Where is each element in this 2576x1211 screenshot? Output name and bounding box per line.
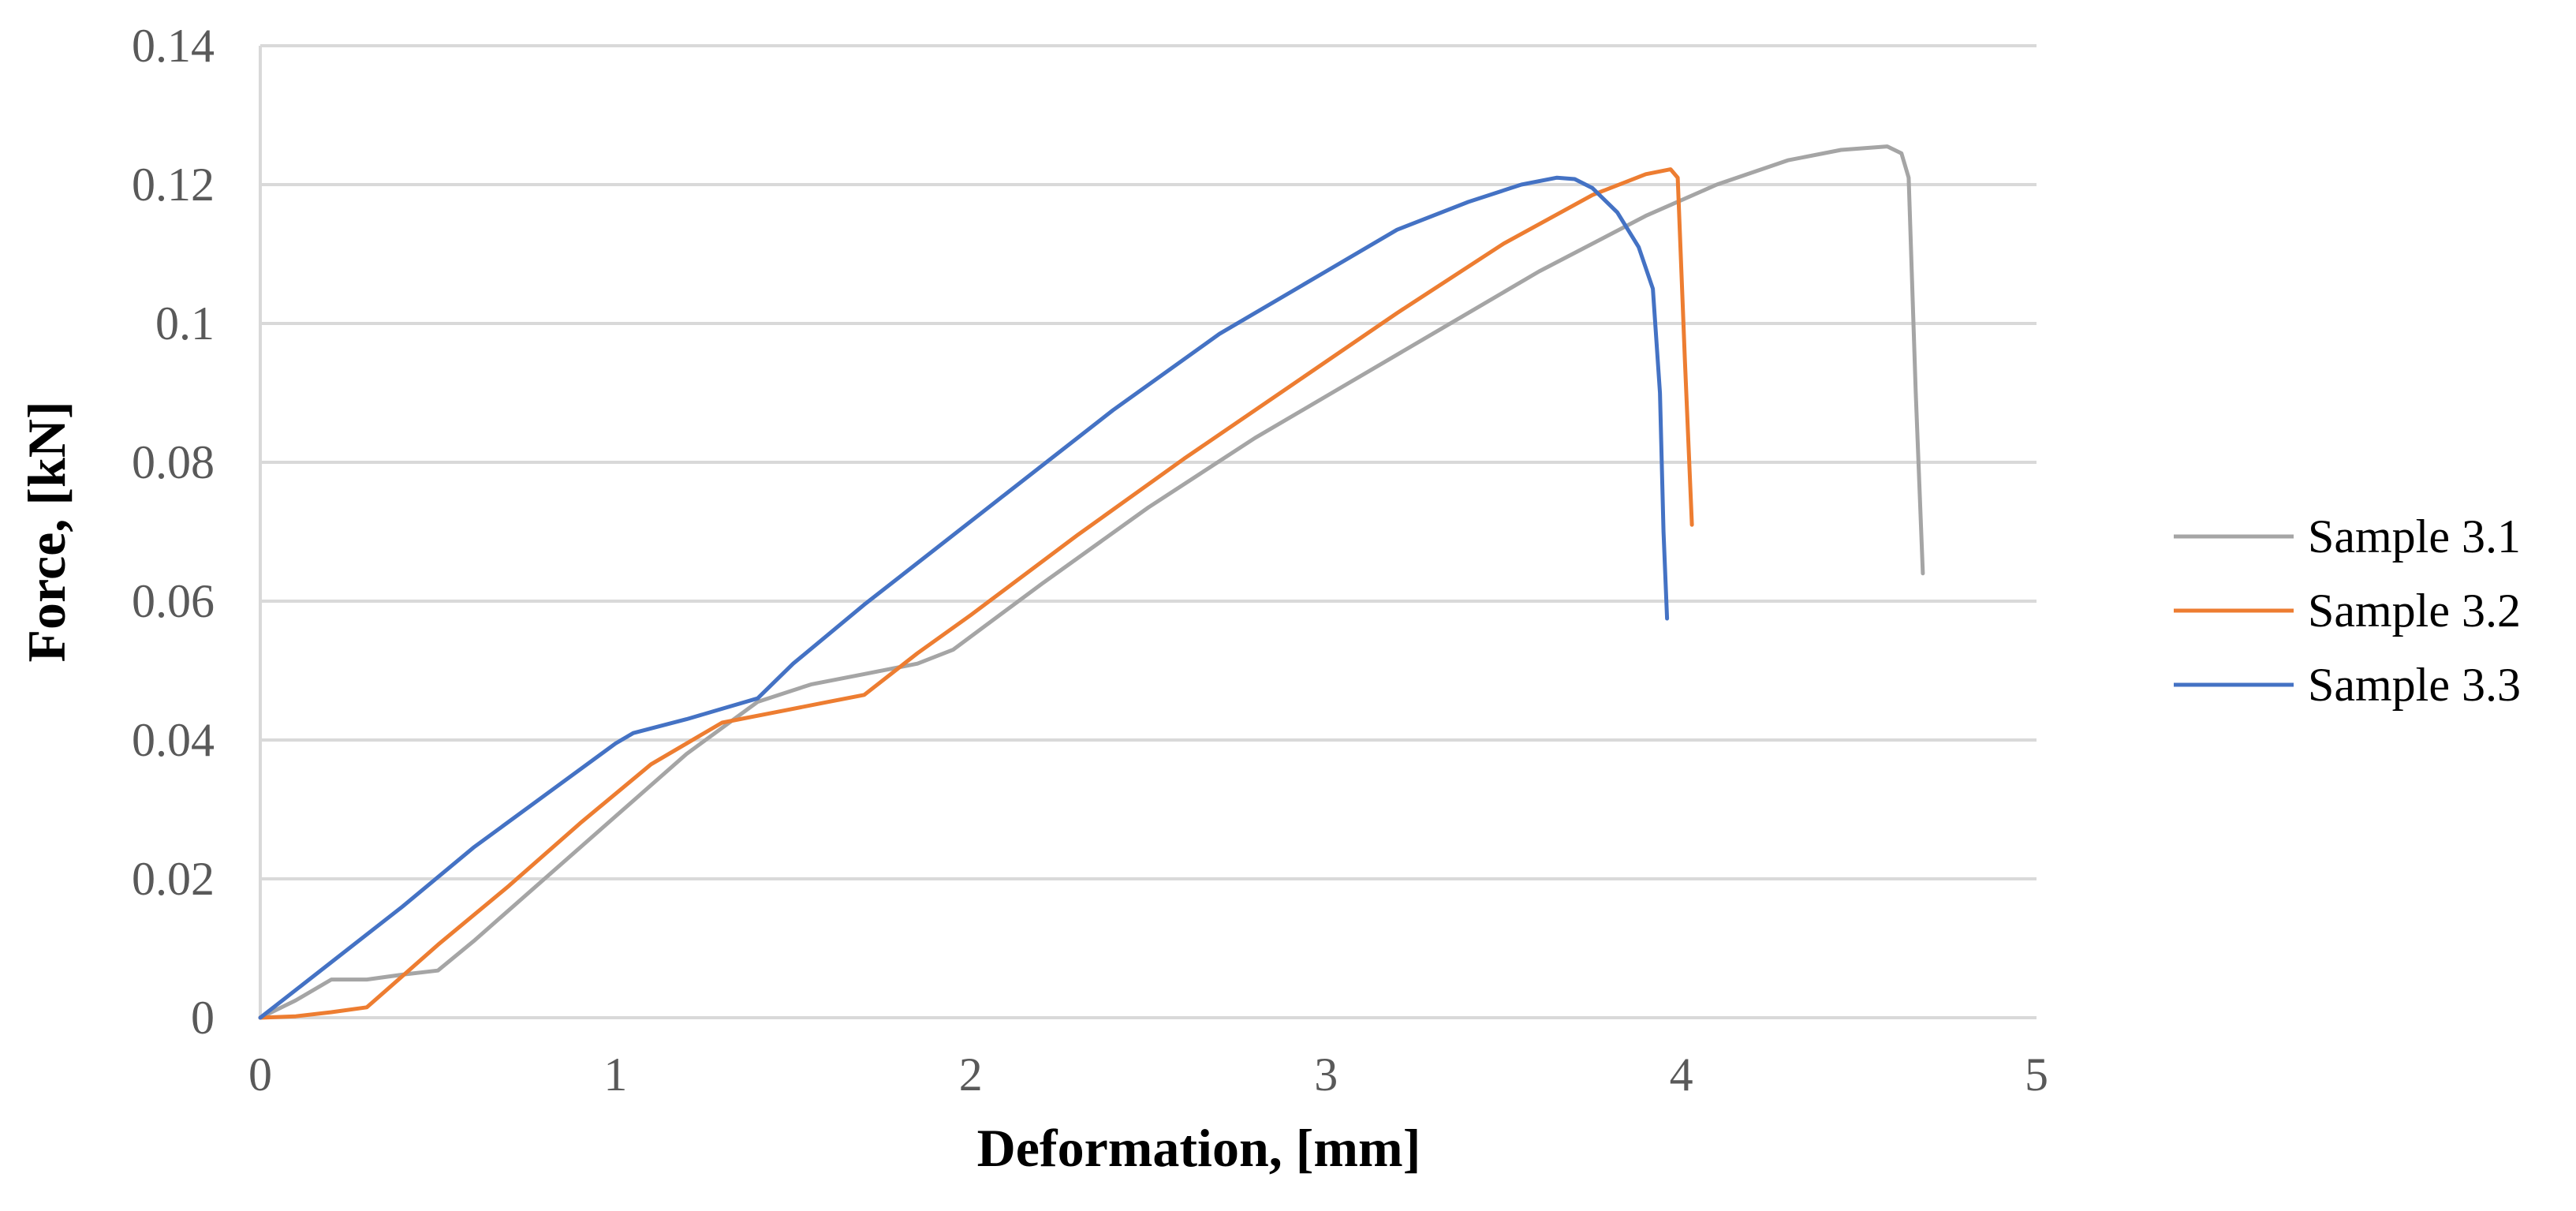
series-line-3 (258, 175, 1670, 1020)
x-axis-title: Deformation, [mm] (977, 1118, 1421, 1178)
y-tick-label: 0.02 (132, 853, 215, 905)
y-tick-label: 0.14 (132, 20, 215, 72)
x-tick-label: 3 (1314, 1048, 1338, 1101)
y-tick-labels: 0 0.02 0.04 0.06 0.08 0.1 0.12 0.14 (132, 20, 215, 1044)
y-tick-label: 0.1 (155, 297, 215, 349)
x-tick-label: 2 (959, 1048, 983, 1101)
x-tick-label: 4 (1670, 1048, 1693, 1101)
legend-item: Sample 3.3 (2174, 659, 2521, 711)
y-tick-label: 0 (191, 992, 215, 1044)
x-tick-labels: 0 1 2 3 4 5 (248, 1048, 2048, 1101)
legend-label: Sample 3.1 (2308, 510, 2521, 563)
x-tick-label: 5 (2025, 1048, 2048, 1101)
series-line-2 (258, 167, 1694, 1020)
y-tick-label: 0.12 (132, 159, 215, 211)
legend-label: Sample 3.2 (2308, 585, 2521, 637)
series-lines (258, 144, 1925, 1020)
x-tick-label: 0 (248, 1048, 272, 1101)
y-axis-title: Force, [kN] (17, 401, 77, 662)
axes (259, 46, 2037, 1019)
legend-item: Sample 3.1 (2174, 510, 2521, 563)
y-tick-label: 0.08 (132, 436, 215, 488)
legend: Sample 3.1 Sample 3.2 Sample 3.3 (2174, 510, 2521, 711)
gridlines (260, 44, 2037, 880)
y-tick-label: 0.04 (132, 714, 215, 766)
series-line-1 (258, 144, 1925, 1020)
x-tick-label: 1 (603, 1048, 627, 1101)
legend-label: Sample 3.3 (2308, 659, 2521, 711)
y-tick-label: 0.06 (132, 575, 215, 627)
legend-item: Sample 3.2 (2174, 585, 2521, 637)
